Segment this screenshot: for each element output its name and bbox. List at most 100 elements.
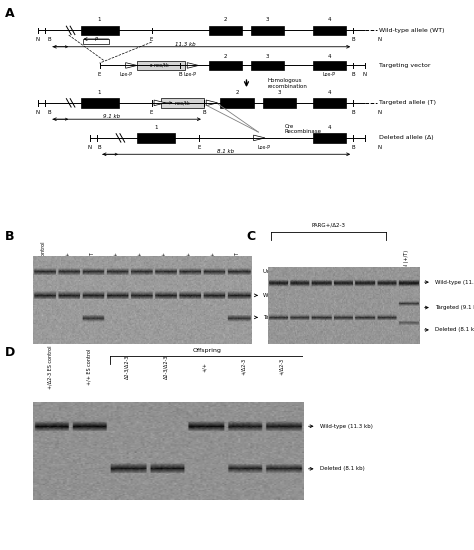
Text: +/+ control: +/+ control <box>40 241 46 270</box>
Text: B: B <box>178 72 182 78</box>
Text: 3: 3 <box>278 90 282 95</box>
Text: Lox-P: Lox-P <box>257 145 271 150</box>
Text: +/+: +/+ <box>113 251 118 261</box>
Text: +/Δ2-3: +/Δ2-3 <box>240 358 246 376</box>
Bar <box>137 133 175 142</box>
Text: E: E <box>150 109 154 115</box>
Bar <box>251 60 284 70</box>
Text: Cre
Recombinase: Cre Recombinase <box>284 124 321 134</box>
Text: B: B <box>351 109 355 115</box>
Text: A: A <box>5 7 14 20</box>
Text: Unspecific band: Unspecific band <box>263 269 307 274</box>
Polygon shape <box>325 63 336 68</box>
Text: D: D <box>5 345 15 359</box>
Text: +/T: +/T <box>89 251 94 260</box>
Text: N: N <box>36 109 40 115</box>
Text: Deleted (8.1 kb): Deleted (8.1 kb) <box>320 466 365 471</box>
Polygon shape <box>206 100 218 106</box>
Text: 1: 1 <box>98 18 101 23</box>
Polygon shape <box>254 135 265 141</box>
Text: B: B <box>48 109 52 115</box>
Text: B: B <box>48 37 52 42</box>
Bar <box>313 133 346 142</box>
Text: Parental (+/T): Parental (+/T) <box>404 250 409 284</box>
Text: neo/tk: neo/tk <box>175 100 190 106</box>
Text: 2: 2 <box>223 53 227 59</box>
Bar <box>161 98 204 108</box>
Text: Targeted (9.1 kb): Targeted (9.1 kb) <box>263 315 310 320</box>
Text: Targeted (9.1 kb): Targeted (9.1 kb) <box>435 305 474 310</box>
Text: 4: 4 <box>328 18 331 23</box>
Text: 2: 2 <box>223 18 227 23</box>
Text: 8.1 kb: 8.1 kb <box>217 150 234 155</box>
Text: Δ2-3/Δ2-3: Δ2-3/Δ2-3 <box>163 355 168 379</box>
Bar <box>313 26 346 35</box>
Text: 3: 3 <box>266 53 270 59</box>
Text: Deleted (8.1 kb): Deleted (8.1 kb) <box>435 327 474 332</box>
Text: 4: 4 <box>328 53 331 59</box>
Bar <box>137 60 185 70</box>
Text: 9.1 kb: 9.1 kb <box>103 114 120 119</box>
Text: Wild-type (11.3 kb): Wild-type (11.3 kb) <box>263 293 316 298</box>
Text: +/Δ2-3 ES control: +/Δ2-3 ES control <box>47 345 53 389</box>
Text: 4: 4 <box>328 125 331 130</box>
Bar <box>81 26 118 35</box>
Text: B: B <box>351 37 355 42</box>
Text: +/Δ2-3: +/Δ2-3 <box>279 358 284 376</box>
Text: N: N <box>377 109 381 115</box>
Text: B: B <box>351 72 355 78</box>
Text: Wild-type (11.3 kb): Wild-type (11.3 kb) <box>320 424 373 429</box>
Bar <box>251 26 284 35</box>
Text: E: E <box>150 37 154 42</box>
Text: Deleted allele (Δ): Deleted allele (Δ) <box>379 135 434 140</box>
Text: +/+ ES control: +/+ ES control <box>86 349 91 385</box>
Text: N: N <box>377 37 381 42</box>
Text: B: B <box>98 145 101 150</box>
Text: +/+: +/+ <box>162 251 166 261</box>
Bar <box>220 98 254 108</box>
Text: B: B <box>202 109 206 115</box>
Text: 1: 1 <box>155 125 158 130</box>
Bar <box>209 60 242 70</box>
Text: 11.3 kb: 11.3 kb <box>174 42 195 47</box>
Text: Δ2-3/Δ2-3: Δ2-3/Δ2-3 <box>125 355 130 379</box>
Text: +/+: +/+ <box>210 251 215 261</box>
Polygon shape <box>187 63 199 68</box>
Text: Offspring: Offspring <box>192 349 221 354</box>
Text: +/+: +/+ <box>64 251 70 261</box>
Text: Homologous
recombination: Homologous recombination <box>268 78 308 89</box>
Text: 4: 4 <box>328 90 331 95</box>
Text: neo/tk: neo/tk <box>154 63 169 68</box>
Text: Lox-P: Lox-P <box>323 72 336 78</box>
Text: 2: 2 <box>235 90 239 95</box>
Text: N: N <box>88 145 92 150</box>
Text: N: N <box>36 37 40 42</box>
Text: N: N <box>363 72 367 78</box>
Text: Targeting vector: Targeting vector <box>379 63 431 68</box>
Text: B: B <box>5 230 14 243</box>
Text: Wild-type allele (WT): Wild-type allele (WT) <box>379 28 445 33</box>
Text: E: E <box>197 145 201 150</box>
Bar <box>83 39 109 44</box>
Bar <box>209 26 242 35</box>
Bar <box>81 98 118 108</box>
Text: +/+: +/+ <box>202 362 207 372</box>
Bar <box>313 98 346 108</box>
Text: 1: 1 <box>98 90 101 95</box>
Text: P: P <box>95 36 98 42</box>
Text: C: C <box>246 230 255 243</box>
Polygon shape <box>154 100 165 106</box>
Text: +/T: +/T <box>234 251 239 260</box>
Text: 3: 3 <box>266 18 270 23</box>
Text: +/+: +/+ <box>137 251 142 261</box>
Text: B: B <box>351 145 355 150</box>
Bar <box>313 60 346 70</box>
Text: E: E <box>98 72 101 78</box>
Text: Targeted allele (T): Targeted allele (T) <box>379 100 436 106</box>
Polygon shape <box>126 63 137 68</box>
Bar <box>263 98 296 108</box>
Text: Wild-type (11.3 kb): Wild-type (11.3 kb) <box>435 279 474 285</box>
Text: +/+: +/+ <box>186 251 191 261</box>
Text: Lox-P: Lox-P <box>183 72 196 78</box>
Text: N: N <box>377 145 381 150</box>
